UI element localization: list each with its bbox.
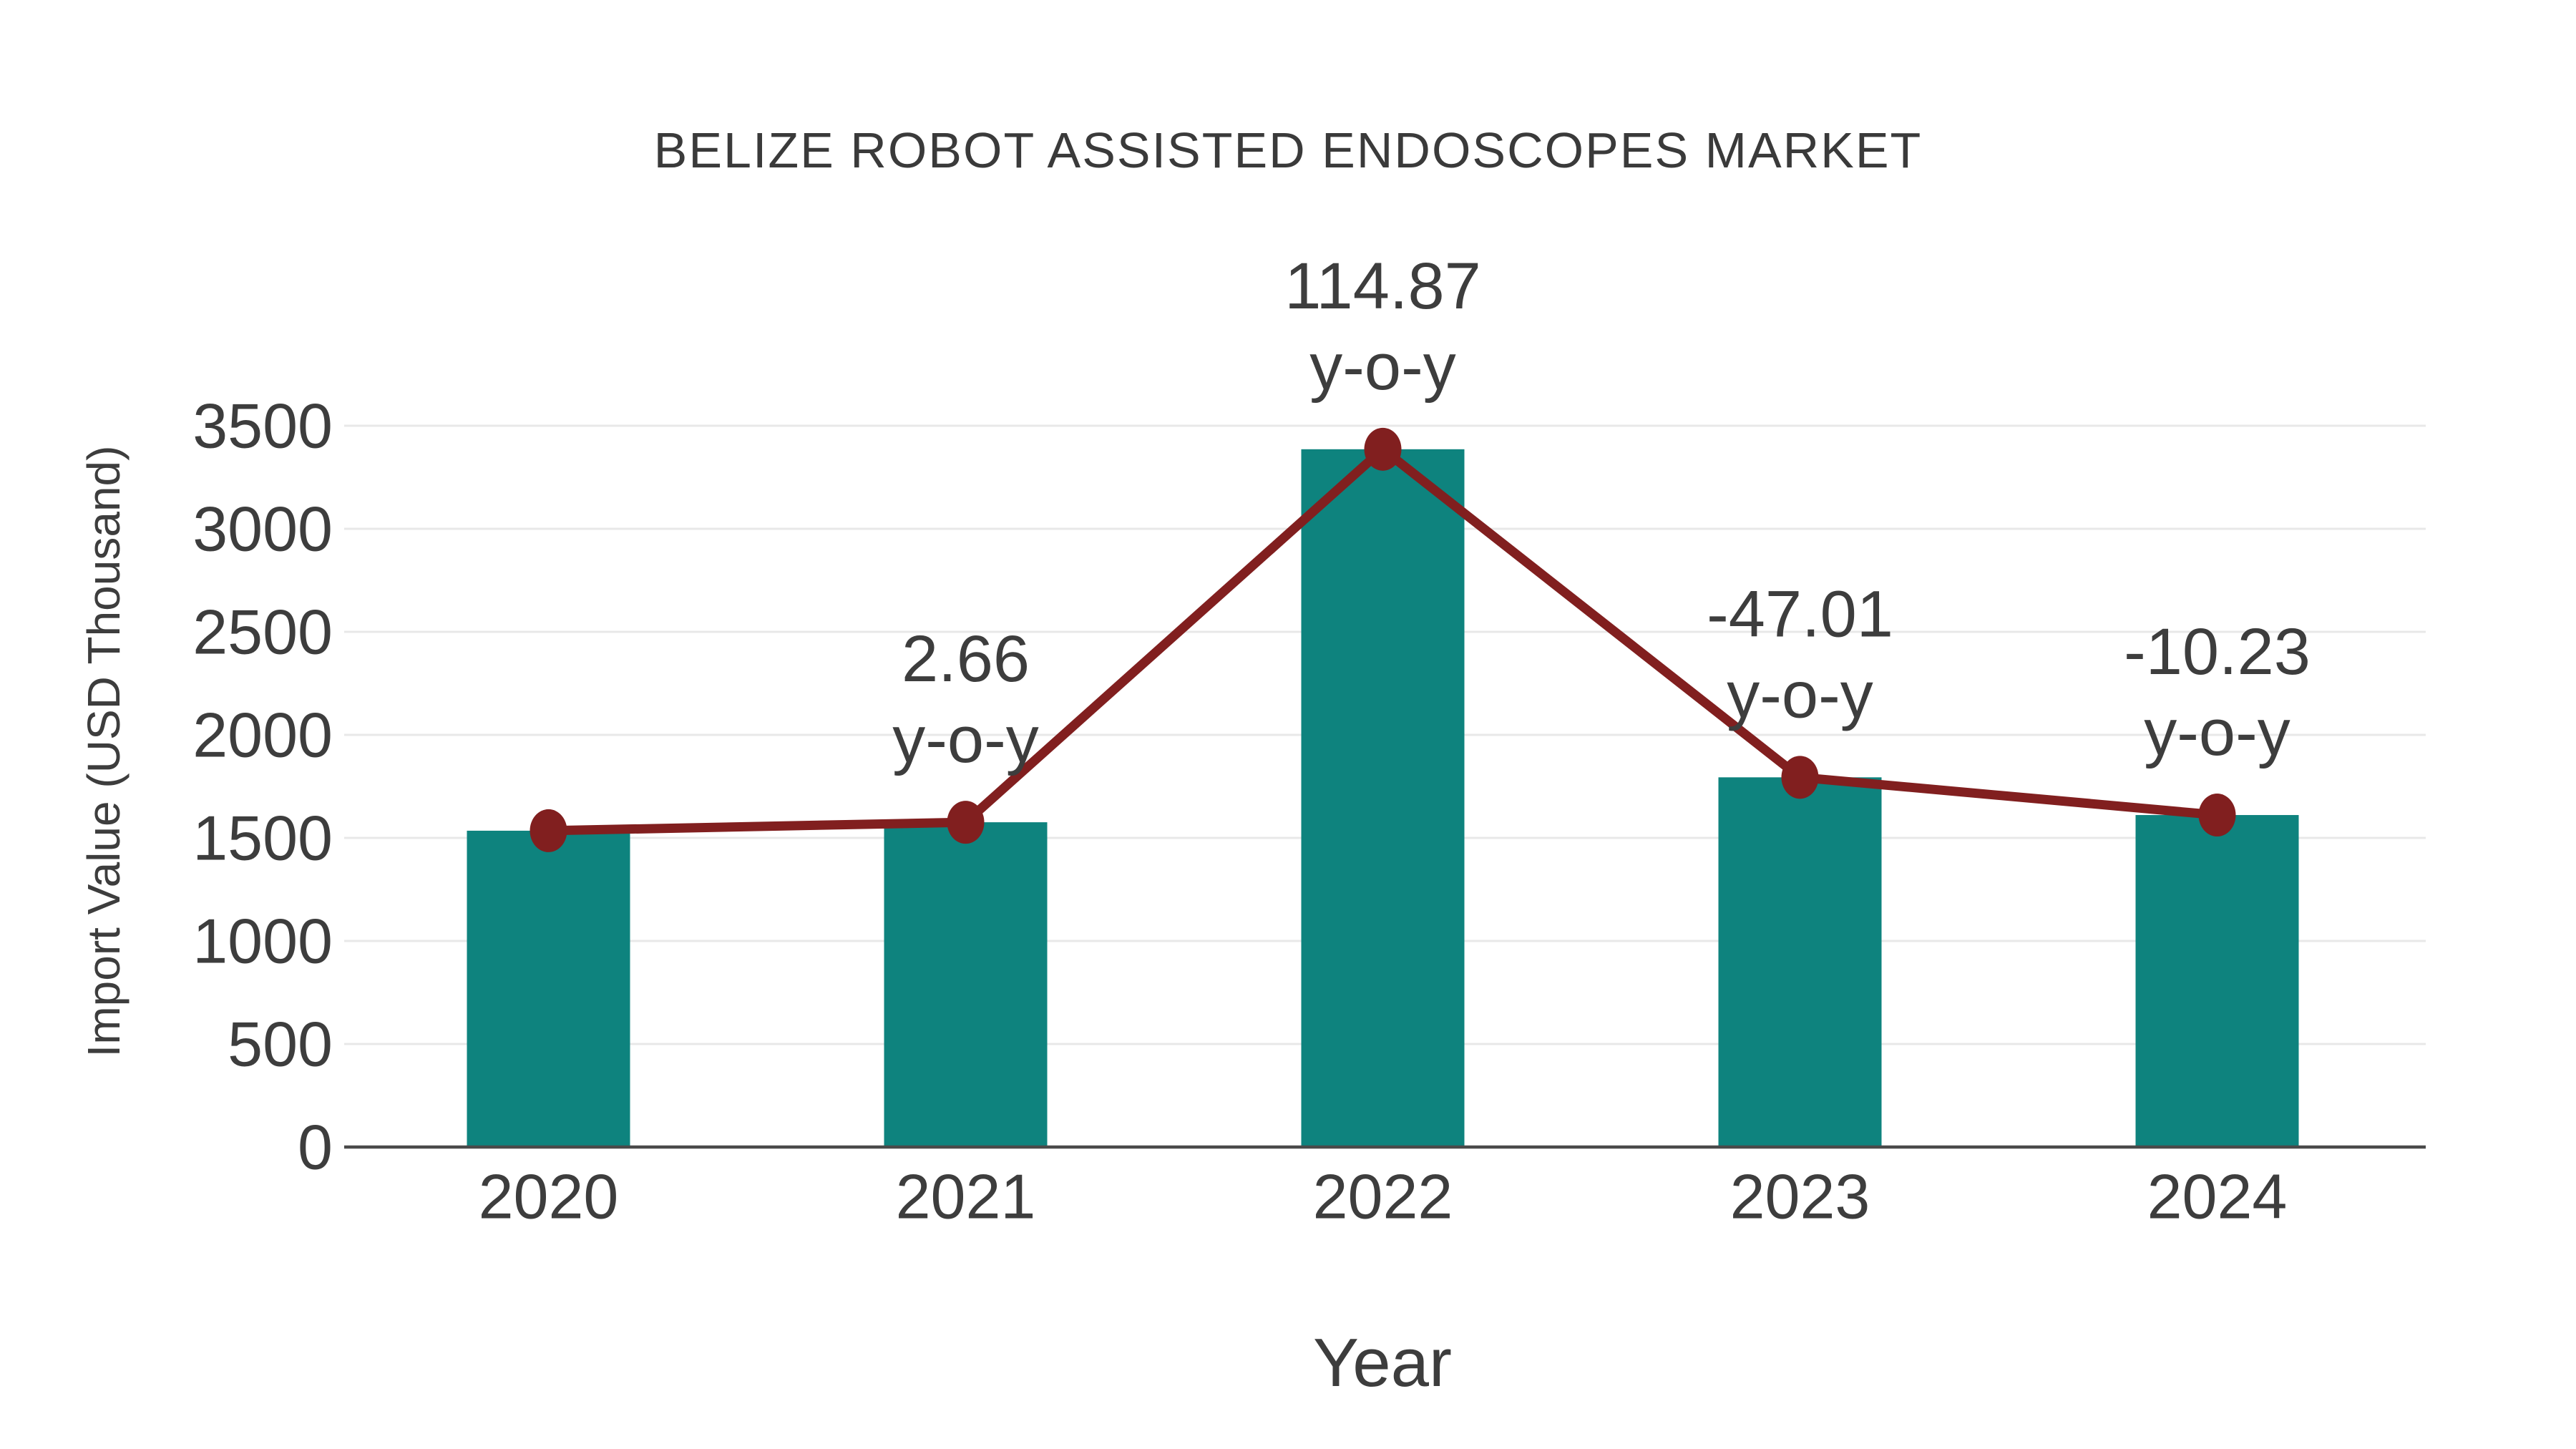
y-tick-label: 0: [298, 1112, 333, 1183]
annotation-value-2022: 114.87: [1284, 250, 1481, 323]
annotation-value-2021: 2.66: [902, 623, 1030, 696]
annotation-suffix-2022: y-o-y: [1309, 331, 1455, 404]
y-tick-label: 3000: [192, 494, 333, 565]
bar-2022: [1301, 449, 1465, 1147]
data-point-marker-2022: [1364, 427, 1402, 471]
bar-2024: [2135, 815, 2299, 1147]
data-point-marker-2023: [1781, 756, 1819, 799]
chart-title: BELIZE ROBOT ASSISTED ENDOSCOPES MARKET: [653, 122, 1923, 178]
x-tick-label: 2023: [1730, 1161, 1870, 1232]
bar-2021: [884, 822, 1048, 1147]
x-tick-label: 2022: [1313, 1161, 1453, 1232]
x-tick-label: 2021: [896, 1161, 1036, 1232]
bar-2020: [467, 830, 630, 1147]
annotation-suffix-2023: y-o-y: [1727, 658, 1873, 731]
data-point-marker-2024: [2198, 794, 2236, 837]
data-point-marker-2021: [947, 801, 985, 844]
x-tick-label: 2020: [479, 1161, 619, 1232]
y-tick-label: 2500: [192, 597, 333, 668]
annotation-suffix-2024: y-o-y: [2144, 696, 2290, 769]
y-tick-label: 2000: [192, 700, 333, 771]
y-tick-label: 3500: [192, 391, 333, 462]
y-tick-label: 1000: [192, 906, 333, 977]
x-tick-label: 2024: [2147, 1161, 2288, 1232]
x-axis-title: Year: [1313, 1324, 1452, 1401]
bar-2023: [1718, 777, 1882, 1147]
y-tick-label: 1500: [192, 803, 333, 874]
annotation-suffix-2021: y-o-y: [892, 703, 1038, 776]
annotation-value-2023: -47.01: [1707, 577, 1893, 650]
annotation-value-2024: -10.23: [2124, 615, 2311, 688]
data-point-marker-2020: [530, 809, 567, 852]
y-tick-label: 500: [228, 1009, 333, 1080]
